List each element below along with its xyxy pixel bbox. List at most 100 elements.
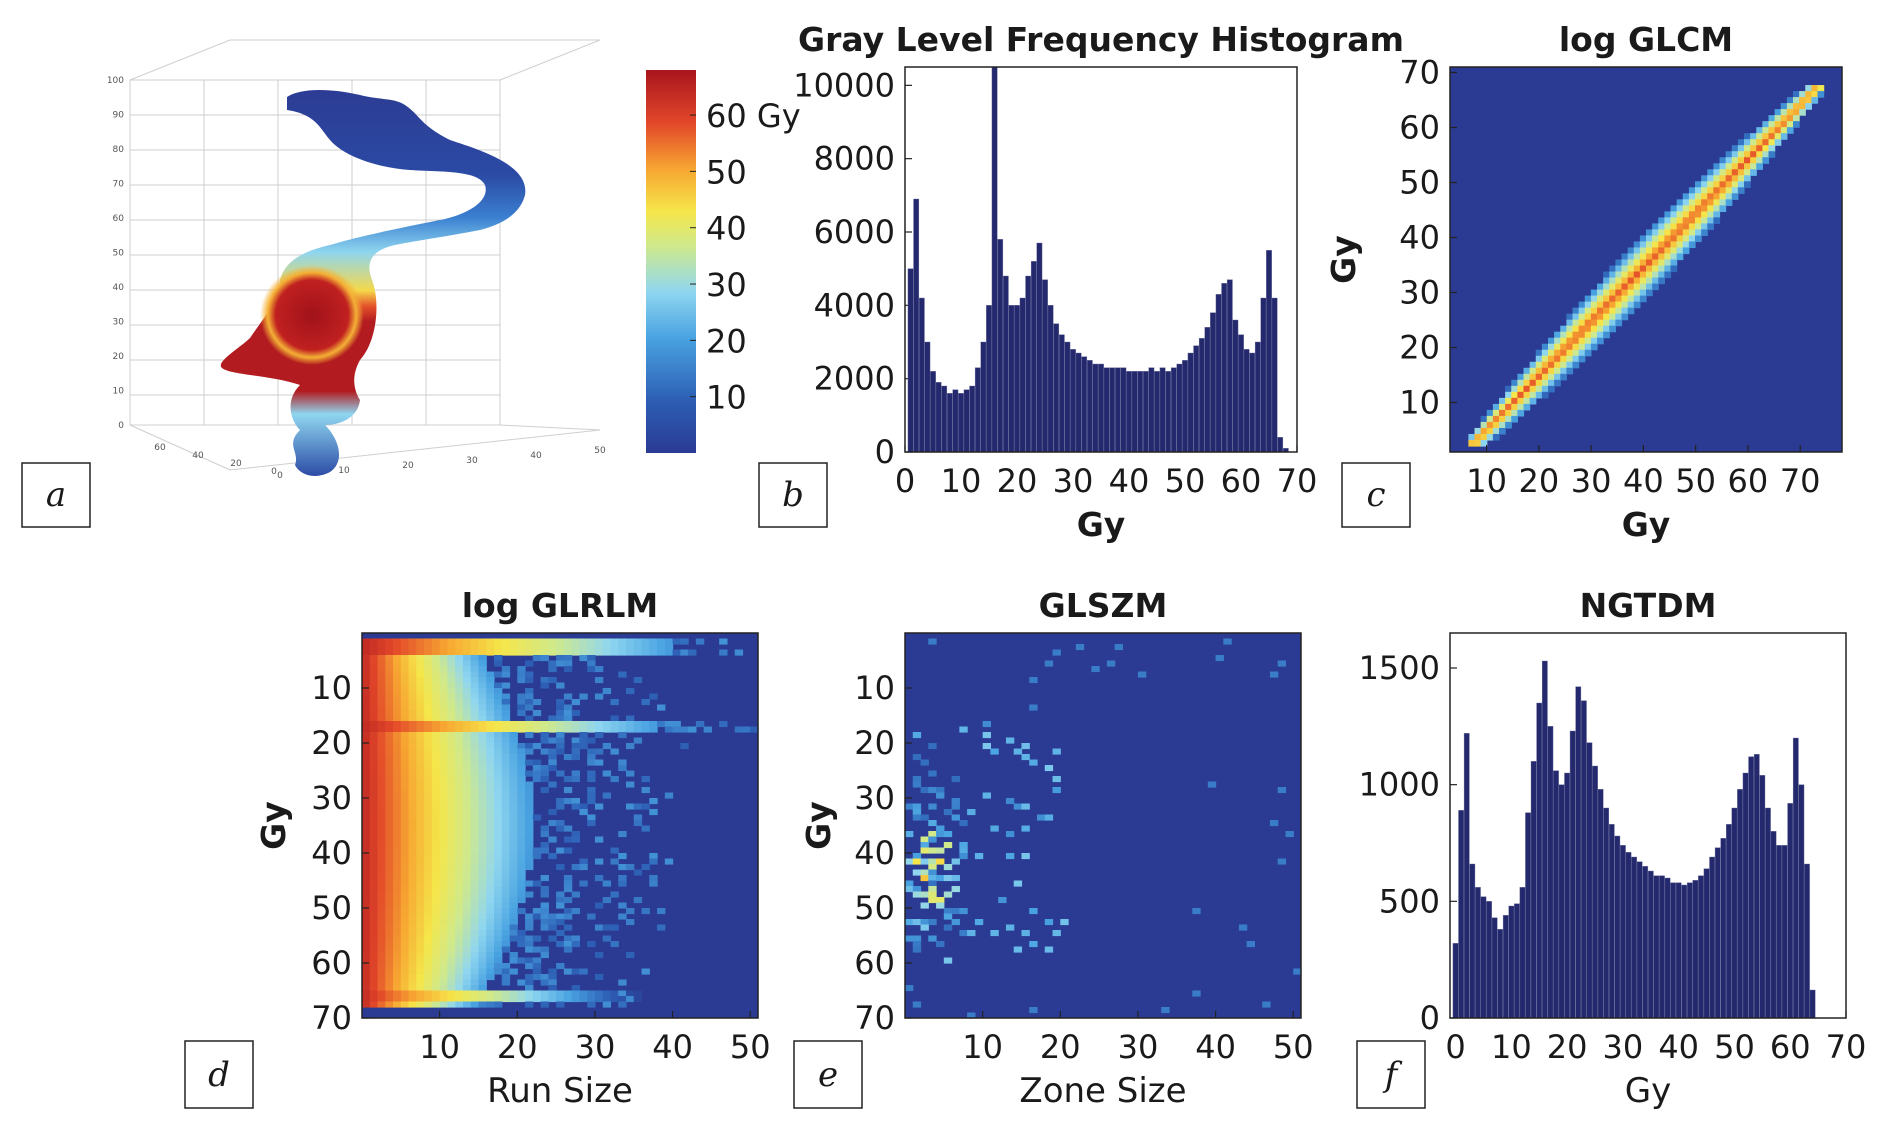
c-cell-20-45 xyxy=(1725,187,1733,194)
d-cell-8-5 xyxy=(400,677,410,684)
c-cell-9-53 xyxy=(1774,121,1782,128)
c-cell-11-54 xyxy=(1780,133,1788,140)
d-cell-5-4 xyxy=(393,660,402,667)
f-bar-49 xyxy=(1726,824,1732,1019)
panel-a-z-tick-7: 70 xyxy=(113,180,125,190)
d-cell-6-13 xyxy=(462,666,472,673)
c-cell-57-11 xyxy=(1517,409,1525,417)
e-cell-34-3 xyxy=(928,820,937,827)
c-cell-46-16 xyxy=(1548,343,1555,351)
d-cell-3-13 xyxy=(462,649,472,656)
d-cell-8-35 xyxy=(633,677,643,684)
d-cell-44-26 xyxy=(563,875,573,882)
c-cell-51-16 xyxy=(1548,373,1555,381)
d-cell-30-17 xyxy=(494,798,503,805)
d-cell-6-4 xyxy=(393,666,402,673)
c-cell-22-44 xyxy=(1719,199,1727,206)
c-cell-8-53 xyxy=(1774,115,1782,122)
d-cell-3-19 xyxy=(509,649,518,656)
e-cell-57-1 xyxy=(912,946,922,953)
b-bar-60 xyxy=(1243,349,1250,453)
f-bar-8 xyxy=(1497,929,1504,1019)
e-cell-47-5 xyxy=(943,891,953,898)
c-cell-34-34 xyxy=(1658,271,1665,279)
d-cell-41-6 xyxy=(408,858,417,865)
d-cell-37-24 xyxy=(548,836,557,843)
c-cell-44-18 xyxy=(1560,331,1567,339)
d-cell-48-8 xyxy=(424,897,433,904)
c-cell-43-24 xyxy=(1597,325,1604,333)
d-cell-65-23 xyxy=(540,990,549,997)
d-cell-9-10 xyxy=(439,682,449,689)
d-cell-43-19 xyxy=(509,869,518,876)
c-cell-32-27 xyxy=(1615,259,1623,267)
d-cell-7-2 xyxy=(377,671,386,678)
d-cell-37-15 xyxy=(478,836,487,843)
e-cell-47-3 xyxy=(928,891,937,898)
d-cell-52-3 xyxy=(385,919,394,926)
d-cell-67-33 xyxy=(618,1001,627,1008)
d-cell-55-15 xyxy=(478,935,487,942)
d-cell-56-16 xyxy=(486,941,495,948)
e-cell-67-1 xyxy=(912,1001,922,1008)
f-x-tick-label-3: 30 xyxy=(1603,1028,1644,1066)
d-cell-12-15 xyxy=(478,699,487,706)
c-cell-41-27 xyxy=(1615,313,1623,321)
d-cell-11-3 xyxy=(385,693,394,700)
d-cell-2-0 xyxy=(362,644,371,651)
d-cell-39-12 xyxy=(455,847,464,854)
c-cell-52-11 xyxy=(1517,379,1525,387)
d-cell-45-16 xyxy=(486,880,495,887)
d-cell-44-33 xyxy=(618,875,627,882)
d-cell-59-8 xyxy=(424,957,433,964)
f-bar-11 xyxy=(1514,903,1520,1019)
c-cell-61-4 xyxy=(1474,433,1482,441)
d-cell-54-15 xyxy=(478,930,487,937)
c-cell-7-56 xyxy=(1793,109,1800,116)
d-cell-27-4 xyxy=(393,781,402,788)
d-cell-35-26 xyxy=(563,825,573,832)
d-cell-11-12 xyxy=(455,693,464,700)
d-cell-24-19 xyxy=(509,765,518,772)
d-cell-52-25 xyxy=(556,919,565,926)
d-cell-40-5 xyxy=(400,853,410,860)
d-cell-49-17 xyxy=(494,902,503,909)
d-cell-42-17 xyxy=(494,864,503,871)
d-cell-2-20 xyxy=(517,644,526,651)
c-cell-39-30 xyxy=(1633,301,1641,309)
d-cell-9-13 xyxy=(462,682,472,689)
d-cell-16-36 xyxy=(641,721,650,728)
d-cell-65-6 xyxy=(408,990,417,997)
c-cell-48-17 xyxy=(1554,355,1561,363)
d-cell-39-26 xyxy=(563,847,573,854)
d-cell-55-1 xyxy=(369,935,379,942)
d-cell-41-28 xyxy=(579,858,588,865)
d-cell-47-27 xyxy=(571,891,581,898)
e-cell-35-11 xyxy=(990,825,999,832)
d-cell-13-0 xyxy=(362,704,371,711)
c-cell-35-31 xyxy=(1639,277,1647,285)
d-cell-39-19 xyxy=(509,847,518,854)
d-cell-67-1 xyxy=(369,1001,379,1008)
d-cell-15-26 xyxy=(563,715,573,722)
d-cell-3-14 xyxy=(470,649,480,656)
c-cell-5-58 xyxy=(1805,97,1812,104)
b-bar-38 xyxy=(1120,367,1127,453)
d-cell-36-14 xyxy=(470,831,480,838)
d-cell-13-11 xyxy=(447,704,456,711)
d-cell-40-37 xyxy=(649,853,658,860)
c-cell-57-10 xyxy=(1511,409,1518,417)
d-cell-50-7 xyxy=(416,908,425,915)
d-cell-24-16 xyxy=(486,765,495,772)
d-cell-37-6 xyxy=(408,836,417,843)
d-cell-65-33 xyxy=(618,990,627,997)
d-cell-30-10 xyxy=(439,798,449,805)
c-cell-37-32 xyxy=(1646,289,1653,297)
d-cell-34-20 xyxy=(517,820,526,827)
c-cell-37-25 xyxy=(1603,289,1610,297)
d-cell-65-4 xyxy=(393,990,402,997)
panel-a-z-tick-4: 40 xyxy=(113,283,125,293)
e-cell-38-7 xyxy=(959,842,968,849)
c-cell-51-13 xyxy=(1529,373,1537,381)
c-cell-16-47 xyxy=(1737,163,1745,170)
